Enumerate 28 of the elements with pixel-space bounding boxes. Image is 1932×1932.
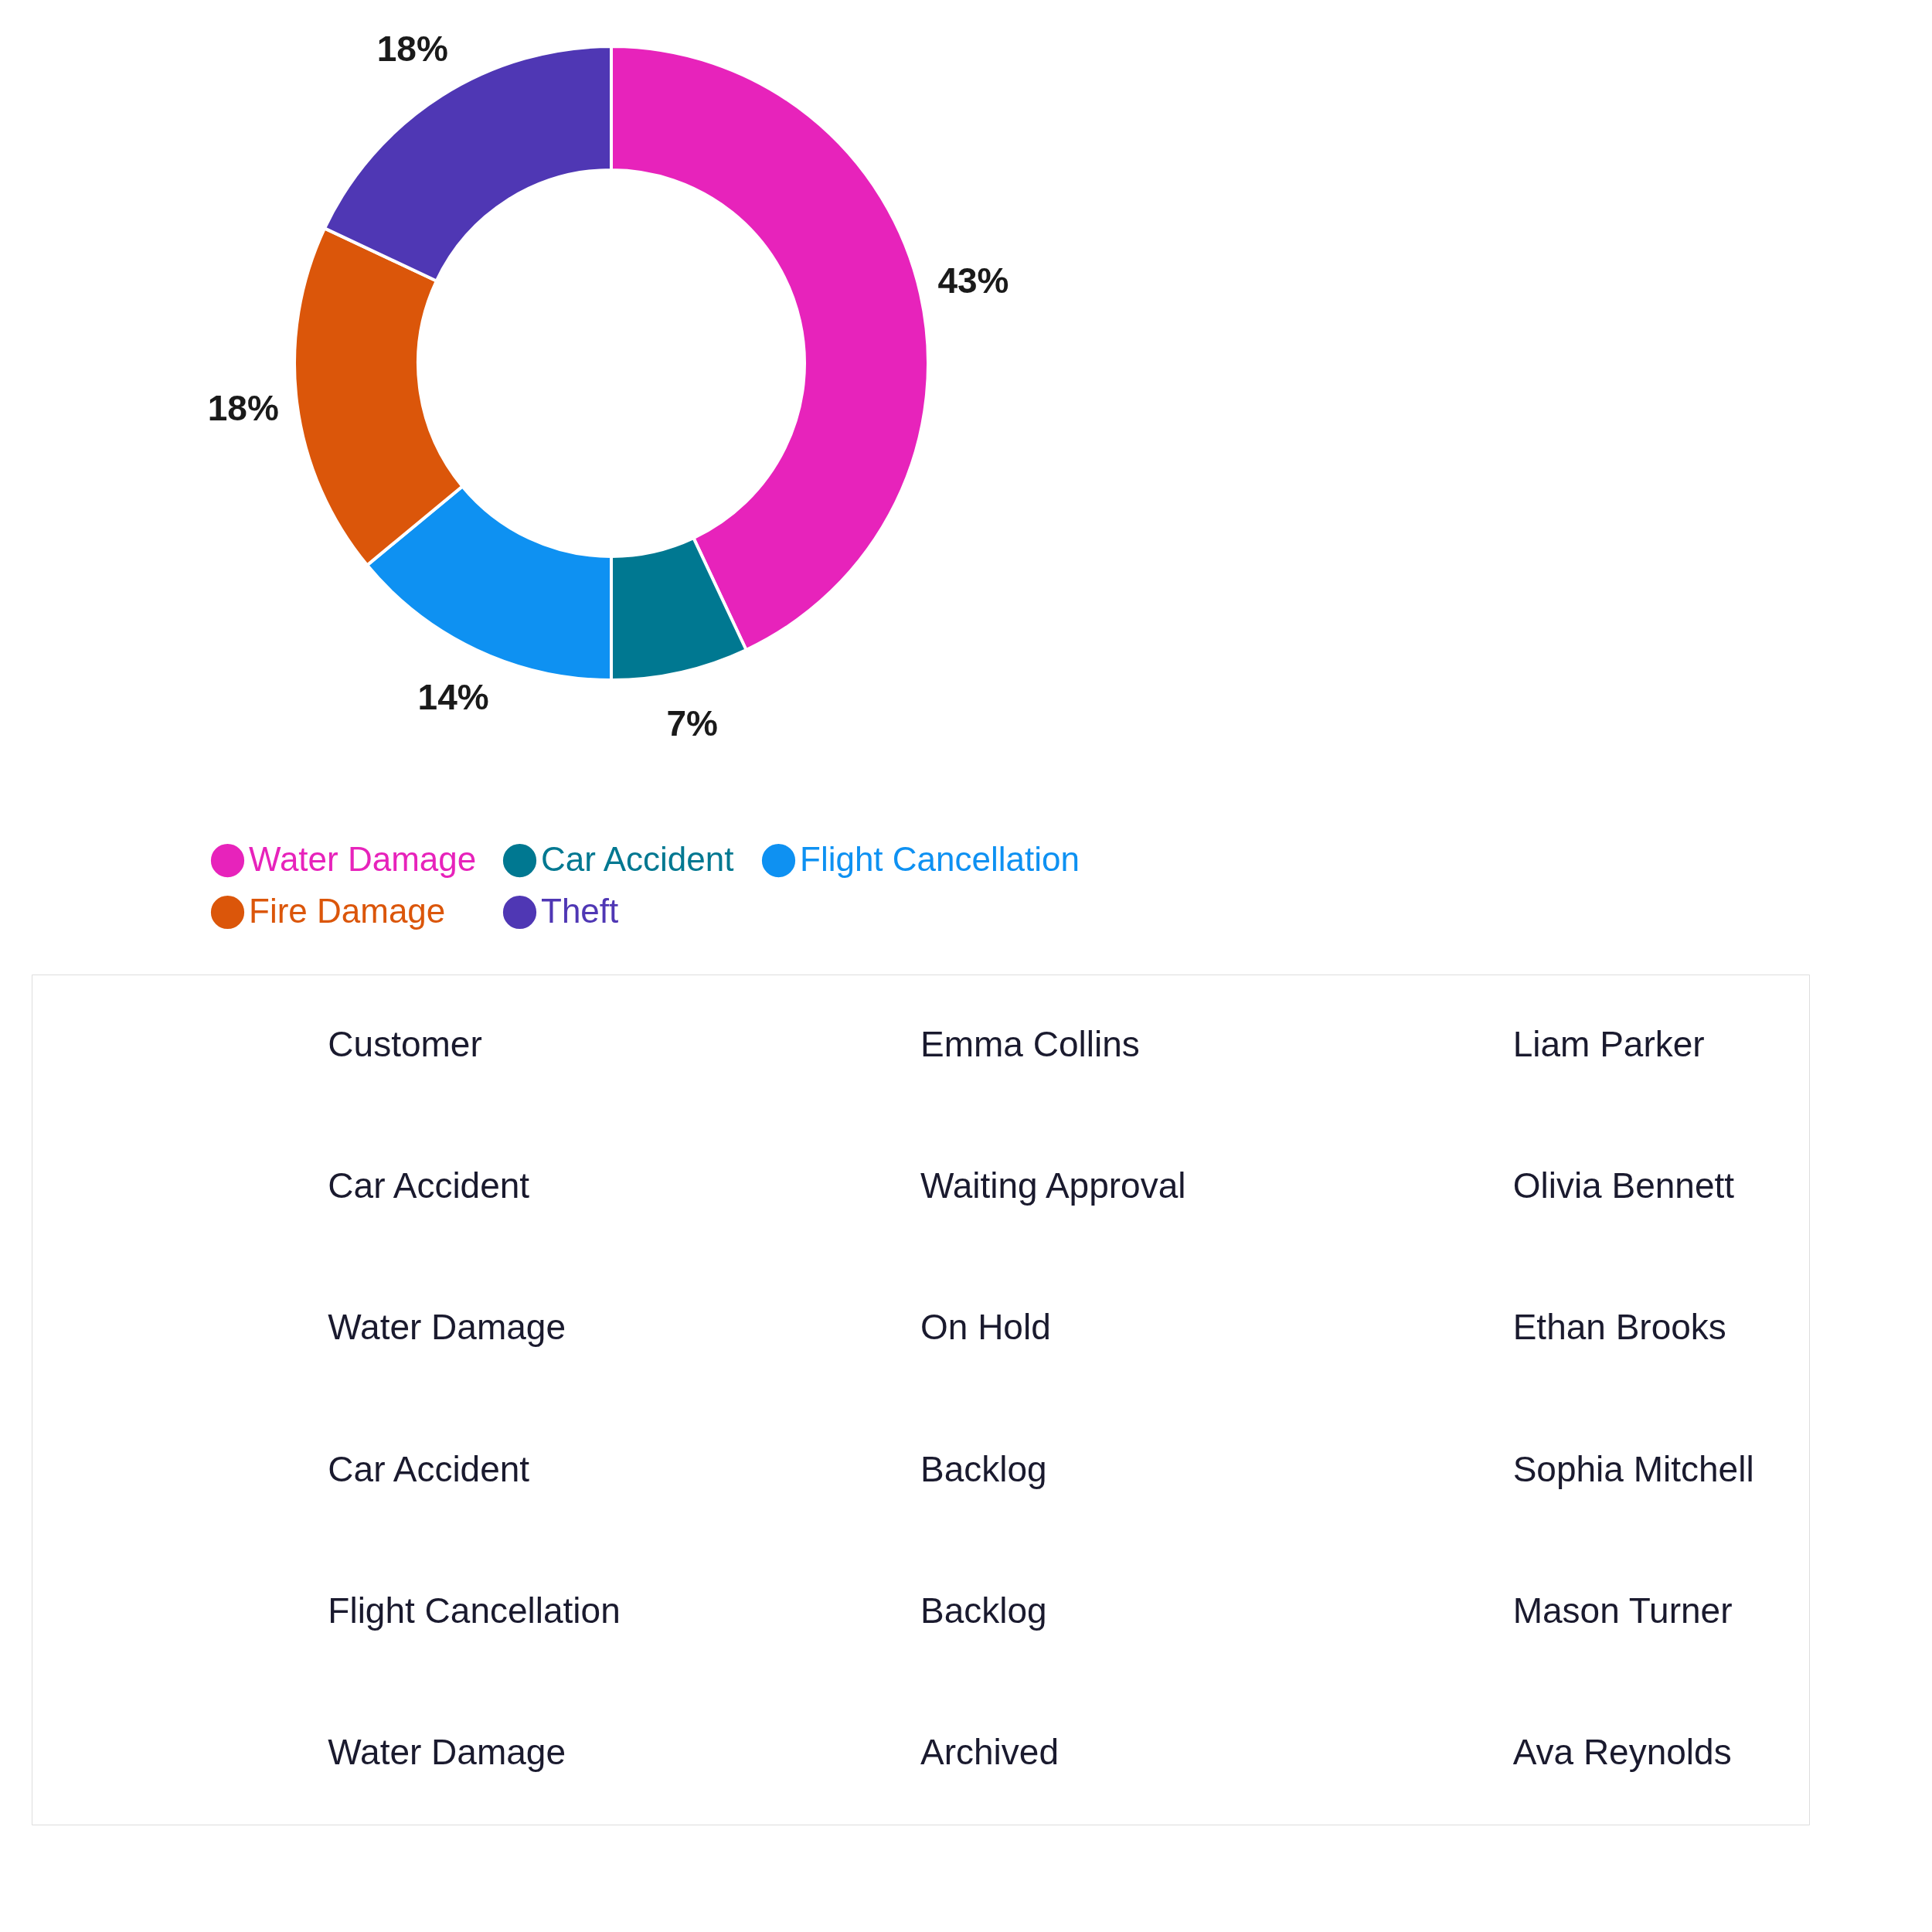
text: Archived	[920, 1732, 1059, 1773]
legend-label: Theft	[541, 891, 619, 930]
text: Water Damage	[328, 1307, 566, 1348]
legend-label: Water Damage	[249, 839, 477, 878]
text: Emma Collins	[920, 1023, 1140, 1064]
text: Car Accident	[328, 1448, 530, 1489]
data-label: 7%	[666, 703, 718, 744]
text: Backlog	[920, 1448, 1047, 1489]
legend-label: Fire Damage	[249, 891, 446, 930]
text: Flight Cancellation	[328, 1590, 621, 1631]
text: Car Accident	[328, 1165, 530, 1206]
text: Backlog	[920, 1590, 1047, 1631]
text: Liam Parker	[1512, 1023, 1705, 1064]
text: Customer	[328, 1023, 482, 1064]
legend-label: Flight Cancellation	[800, 839, 1080, 878]
data-label: 18%	[376, 28, 448, 69]
legend-label: Car Accident	[541, 839, 734, 878]
data-label: 18%	[207, 388, 279, 429]
text: On Hold	[920, 1307, 1051, 1348]
text: Olivia Bennett	[1512, 1165, 1735, 1206]
text: Sophia Mitchell	[1512, 1448, 1754, 1489]
text: Water Damage	[328, 1732, 566, 1773]
data-label: 43%	[937, 260, 1009, 301]
text: Ava Reynolds	[1512, 1732, 1732, 1773]
text: Ethan Brooks	[1512, 1307, 1726, 1348]
data-label: 14%	[417, 677, 489, 718]
text: Mason Turner	[1512, 1590, 1733, 1631]
text: Waiting Approval	[920, 1165, 1186, 1206]
